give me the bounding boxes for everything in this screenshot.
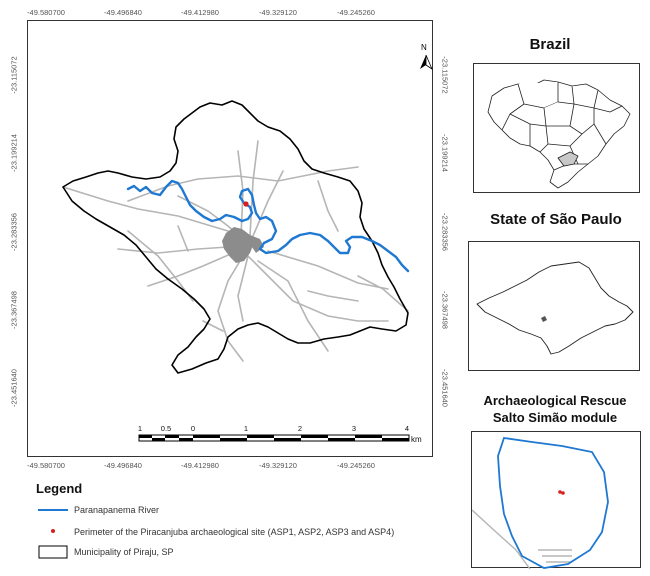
legend-title: Legend: [36, 481, 83, 496]
coord-bottom-4: -49.329120: [259, 461, 297, 470]
brazil-inset: [473, 63, 640, 193]
scale-label-2: 0.5: [160, 424, 172, 433]
coord-bottom-5: -49.245260: [337, 461, 375, 470]
coord-left-5: -23.451640: [9, 369, 19, 407]
brazil-map: [487, 79, 631, 189]
brazil-title: Brazil: [529, 36, 571, 53]
coord-left-3: -23.283356: [9, 213, 19, 251]
legend-label-site: Perimeter of the Piracanjuba archaeologi…: [74, 527, 395, 537]
north-arrow-icon: [420, 54, 433, 71]
coord-top-4: -49.329120: [259, 8, 297, 17]
coord-top-3: -49.412980: [181, 8, 219, 17]
coord-right-2: -23.199214: [440, 134, 450, 172]
legend-label-municipality: Municipality of Piraju, SP: [74, 547, 174, 557]
archaeological-site-marker: [243, 201, 249, 207]
main-map-frame: N: [27, 20, 433, 457]
coord-left-4: -23.367498: [9, 291, 19, 329]
coord-right-5: -23.451640: [440, 369, 450, 407]
municipality-boundary: [62, 100, 409, 374]
main-map-canvas: [62, 54, 433, 442]
sao-paulo-title: State of São Paulo: [490, 211, 622, 228]
scale-label-1: 1: [137, 424, 143, 433]
coord-right-1: -23.115072: [440, 56, 450, 94]
rescue-map: [472, 437, 609, 569]
rescue-title-line2: Salto Simão module: [492, 410, 618, 425]
scale-label-6: 3: [351, 424, 357, 433]
legend-item-site: Perimeter of the Piracanjuba archaeologi…: [38, 524, 394, 540]
north-label: N: [421, 43, 427, 52]
scale-label-4: 1: [243, 424, 249, 433]
sao-paulo-inset: [468, 241, 640, 371]
scale-unit: km: [411, 435, 422, 444]
sao-paulo-map: [476, 261, 634, 355]
rescue-title-line1: Archaeological Rescue: [483, 393, 627, 408]
coord-right-4: -23.367498: [440, 291, 450, 329]
coord-left-1: -23.115072: [9, 56, 19, 94]
coord-bottom-2: -49.496840: [104, 461, 142, 470]
municipality-symbol-icon: [38, 545, 68, 559]
sao-paulo-highlight: [557, 151, 579, 167]
paranapanema-river: [126, 179, 410, 273]
urban-area: [222, 227, 264, 263]
legend-item-municipality: Municipality of Piraju, SP: [38, 544, 174, 560]
scale-label-7: 4: [404, 424, 410, 433]
coord-bottom-1: -49.580700: [27, 461, 65, 470]
scale-label-5: 2: [297, 424, 303, 433]
river-symbol-icon: [38, 503, 68, 517]
site-symbol-icon: [38, 525, 68, 539]
scale-label-3: 0: [190, 424, 196, 433]
coord-top-2: -49.496840: [104, 8, 142, 17]
coord-top-5: -49.245260: [337, 8, 375, 17]
legend-item-river: Paranapanema River: [38, 502, 159, 518]
rescue-module-perimeter: [497, 437, 609, 569]
coord-top-1: -49.580700: [27, 8, 65, 17]
coord-right-3: -23.283356: [440, 213, 450, 251]
coord-bottom-3: -49.412980: [181, 461, 219, 470]
scale-bar: [138, 434, 410, 442]
rescue-inset: [471, 431, 641, 569]
coord-left-2: -23.199214: [9, 134, 19, 172]
legend-label-river: Paranapanema River: [74, 505, 160, 515]
